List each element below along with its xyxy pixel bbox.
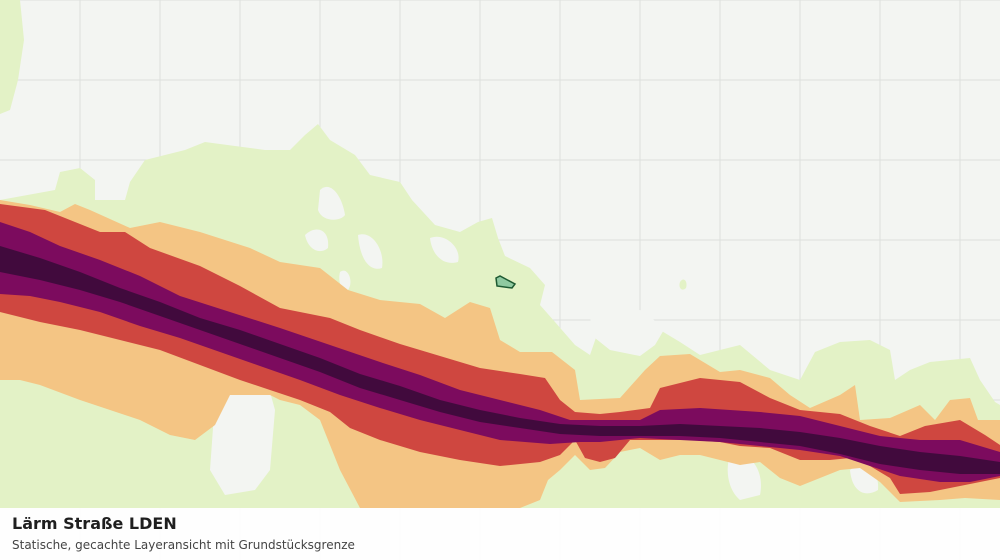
layer-title: Lärm Straße LDEN (12, 514, 177, 533)
noise-zone-highest (0, 246, 1000, 474)
noise-zone-high (0, 222, 1000, 482)
parcel-boundary-marker[interactable] (495, 275, 517, 289)
layer-caption: Lärm Straße LDEN Statische, gecachte Lay… (0, 508, 1000, 560)
background-patches (210, 186, 879, 500)
layer-subtitle: Statische, gecachte Layeransicht mit Gru… (12, 538, 355, 552)
